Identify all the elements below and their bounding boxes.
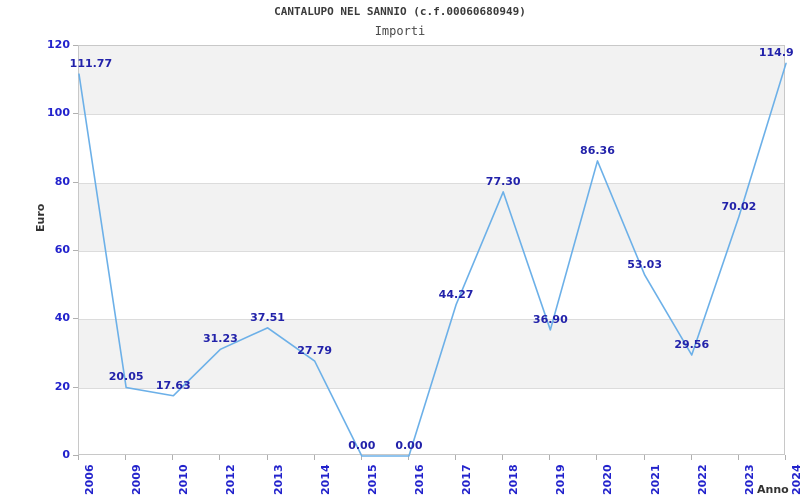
x-axis-title: Anno xyxy=(757,483,789,496)
x-tick-mark xyxy=(455,455,457,460)
x-tick-mark xyxy=(125,455,127,460)
x-tick-mark xyxy=(219,455,221,460)
y-tick-label: 80 xyxy=(54,174,70,188)
data-point-label: 111.77 xyxy=(69,57,113,71)
x-tick-mark xyxy=(549,455,551,460)
x-tick-label: 2020 xyxy=(601,464,615,495)
data-point-label: 53.03 xyxy=(627,257,662,271)
x-tick-label: 2016 xyxy=(412,464,426,495)
x-tick-mark xyxy=(172,455,174,460)
x-tick-label: 2009 xyxy=(130,464,144,495)
x-tick-label: 2017 xyxy=(460,464,474,495)
data-point-label: 31.23 xyxy=(202,332,238,346)
chart-title: CANTALUPO NEL SANNIO (c.f.00060680949) xyxy=(274,5,526,18)
gridline xyxy=(79,319,784,321)
data-point-label: 86.36 xyxy=(580,143,615,157)
series-line-importi xyxy=(78,62,787,457)
y-tick-label: 20 xyxy=(54,379,70,393)
plot-band xyxy=(79,46,784,115)
x-tick-mark xyxy=(360,455,362,460)
x-tick-mark xyxy=(78,455,79,460)
x-tick-label: 2010 xyxy=(177,464,191,495)
x-tick-label: 2021 xyxy=(648,464,662,495)
x-tick-mark xyxy=(785,455,786,460)
x-tick-mark xyxy=(266,455,268,460)
x-tick-label: 2019 xyxy=(554,464,568,495)
y-tick-label: 60 xyxy=(54,243,70,256)
x-tick-mark xyxy=(690,455,692,460)
x-tick-mark xyxy=(502,455,504,460)
x-tick-label: 2015 xyxy=(365,464,379,495)
data-point-label: 114.9 xyxy=(758,46,794,60)
plot-band xyxy=(79,319,784,388)
gridline xyxy=(79,182,784,184)
y-tick-label: 0 xyxy=(62,448,70,461)
data-point-label: 37.51 xyxy=(250,310,285,324)
data-point-label: 17.63 xyxy=(155,378,191,392)
x-tick-label: 2022 xyxy=(695,464,709,495)
data-point-label: 70.02 xyxy=(721,199,757,213)
y-tick-label: 120 xyxy=(47,38,70,51)
y-tick-label: 100 xyxy=(47,106,70,120)
x-tick-mark xyxy=(313,455,315,460)
x-tick-mark xyxy=(407,455,409,460)
x-tick-label: 2013 xyxy=(271,464,285,495)
plot-area: 111.77 20.05 17.63 31.23 37.51 27.79 0.00 0.00 4… xyxy=(70,45,794,457)
chart-subtitle: Importi xyxy=(374,24,426,38)
data-point-label: 0.00 xyxy=(348,439,376,452)
x-tick-label: 2006 xyxy=(83,464,96,495)
data-point-label: 27.79 xyxy=(297,344,333,358)
data-point-label: 36.90 xyxy=(532,312,568,326)
series-polyline xyxy=(78,62,787,457)
plot-band xyxy=(79,182,784,251)
y-tick-label: 40 xyxy=(54,311,70,325)
x-tick-mark xyxy=(643,455,645,460)
gridline xyxy=(79,251,784,252)
x-tick-label: 2014 xyxy=(318,464,332,495)
x-tick-label: 2018 xyxy=(507,464,521,495)
x-tick-mark xyxy=(737,455,739,460)
gridline xyxy=(79,114,784,116)
y-axis-title: Euro xyxy=(34,203,47,232)
gridline xyxy=(79,387,784,389)
data-point-label: 77.30 xyxy=(485,174,521,188)
data-point-label: 29.56 xyxy=(674,338,710,351)
x-tick-label: 2012 xyxy=(224,464,238,495)
data-point-label: 20.05 xyxy=(108,370,144,384)
data-point-label: 0.00 xyxy=(395,439,423,452)
x-tick-label: 2024 xyxy=(790,464,800,495)
x-tick-mark xyxy=(596,455,598,460)
data-point-label: 44.27 xyxy=(438,287,474,301)
x-tick-label: 2023 xyxy=(742,464,756,495)
